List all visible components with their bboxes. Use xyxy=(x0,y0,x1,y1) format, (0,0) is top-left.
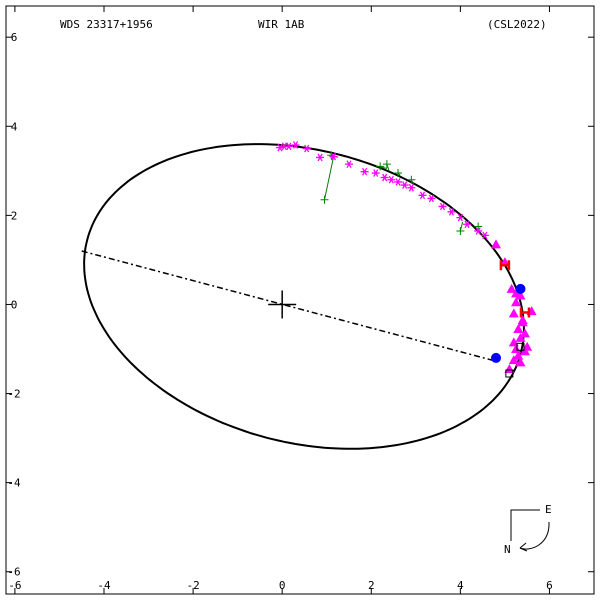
compass: E N xyxy=(504,503,552,556)
speckle-point xyxy=(380,173,389,182)
interferometry-point xyxy=(519,346,530,356)
orbit-ellipse xyxy=(83,143,525,450)
y-tick-label: -6 xyxy=(7,566,20,579)
x-tick-label: -6 xyxy=(8,579,21,592)
micrometer-residual xyxy=(324,157,334,200)
header-left: WDS 23317+1956 xyxy=(60,18,153,31)
speckle-point xyxy=(474,227,483,235)
compass-east-label: E xyxy=(545,503,552,516)
header-center: WIR 1AB xyxy=(258,18,305,31)
y-tick-label: -4 xyxy=(7,477,21,490)
speckle-point xyxy=(387,175,396,184)
speckle-point xyxy=(400,181,409,189)
speckle-point xyxy=(447,207,456,216)
x-tick-label: 2 xyxy=(368,579,375,592)
speckle-point xyxy=(284,142,293,151)
speckle-point xyxy=(438,202,447,211)
micrometer-point xyxy=(394,169,402,178)
speckle-point xyxy=(360,167,369,176)
x-tick-label: 6 xyxy=(546,579,553,592)
y-tick-label: 6 xyxy=(11,31,18,44)
compass-arrow-head xyxy=(519,542,528,552)
interferometry-point xyxy=(517,315,528,325)
compass-east-arm xyxy=(510,509,540,541)
interferometry-point xyxy=(508,337,519,347)
periastron-marker xyxy=(491,352,501,363)
speckle-point xyxy=(275,143,284,152)
periastron-marker xyxy=(515,283,526,294)
speckle-point xyxy=(407,183,416,192)
speckle-point xyxy=(291,141,300,149)
micrometer-point xyxy=(382,160,391,169)
square-point xyxy=(505,369,514,378)
speckle-point xyxy=(316,153,325,162)
micrometer-point xyxy=(320,195,329,204)
hst-point xyxy=(519,307,531,318)
orbit-layer xyxy=(81,143,525,450)
y-tick-label: 4 xyxy=(11,120,18,133)
y-tick-label: 2 xyxy=(11,209,18,222)
interferometry-point xyxy=(513,323,524,333)
interferometry-point xyxy=(504,364,515,374)
interferometry-point xyxy=(499,257,510,267)
interferometry-point xyxy=(508,355,519,365)
interferometry-point xyxy=(508,308,519,318)
interferometry-point xyxy=(519,328,530,338)
interferometry-point xyxy=(491,239,501,249)
speckle-point xyxy=(480,231,489,240)
y-tick-label: -2 xyxy=(7,388,20,401)
interferometry-point xyxy=(515,290,526,300)
interferometry-point xyxy=(515,357,526,367)
compass-north-label: N xyxy=(504,543,511,556)
x-tick-label: -4 xyxy=(97,579,111,592)
micrometer-point xyxy=(456,226,465,235)
axis-ticks xyxy=(6,6,594,594)
y-tick-label: 0 xyxy=(11,298,18,311)
observation-marks xyxy=(275,141,537,378)
interferometry-point xyxy=(506,283,517,293)
speckle-point xyxy=(427,194,436,203)
axis-tick-labels: -6 -4 -2 0 2 4 6 -6 -4 -2 0 2 4 6 xyxy=(7,31,552,592)
x-tick-label: 0 xyxy=(279,579,286,592)
hst-point xyxy=(499,260,511,271)
micrometer-point xyxy=(474,222,483,231)
speckle-point xyxy=(371,169,380,177)
line-of-nodes xyxy=(81,250,501,364)
interferometry-point xyxy=(513,350,524,360)
header-right: (CSL2022) xyxy=(487,18,547,31)
speckle-point xyxy=(329,152,338,161)
x-tick-label: -2 xyxy=(186,579,199,592)
plot-frame xyxy=(5,5,595,595)
speckle-point xyxy=(456,213,465,222)
square-point xyxy=(516,342,525,351)
speckle-point xyxy=(418,191,427,200)
speckle-point xyxy=(302,144,311,153)
micrometer-point xyxy=(407,175,416,184)
speckle-point xyxy=(345,160,353,168)
x-tick-label: 4 xyxy=(457,579,464,592)
speckle-point xyxy=(394,178,402,186)
interferometry-point xyxy=(511,297,522,307)
interferometry-point xyxy=(515,332,526,342)
speckle-point xyxy=(463,220,472,229)
micrometer-point xyxy=(376,162,385,171)
